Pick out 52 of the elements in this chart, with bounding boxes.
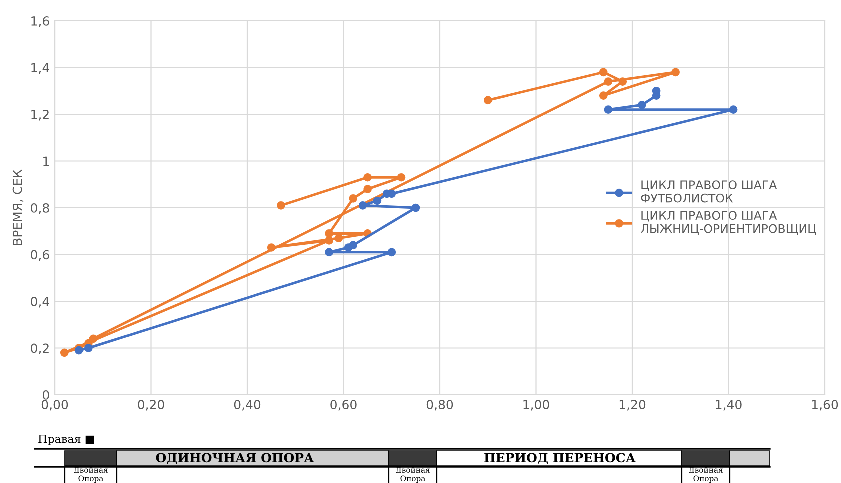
point — [325, 236, 334, 245]
text: ПЕРИОД ПЕРЕНОСА — [484, 453, 636, 464]
point — [325, 230, 334, 238]
point — [277, 201, 286, 210]
point — [397, 173, 406, 182]
legend-label: ЦИКЛ ПРАВОГО ШАГА ФУТБОЛИСТОК — [641, 180, 778, 203]
point — [267, 244, 276, 252]
point — [60, 348, 69, 358]
point — [599, 68, 608, 77]
y-axis-title: ВРЕМЯ, СЕК — [12, 170, 24, 246]
x-tick-label: 1,40 — [716, 400, 742, 411]
point — [618, 78, 628, 86]
point — [373, 196, 382, 206]
point — [349, 241, 358, 250]
point — [599, 92, 608, 100]
point — [325, 248, 334, 257]
point — [89, 334, 98, 344]
y-tick-label: 1,2 — [32, 110, 49, 121]
y-tick-label: 1 — [44, 156, 49, 166]
y-tick-label: 1,4 — [32, 63, 50, 74]
x-tick-label: 1,00 — [524, 400, 550, 411]
point — [672, 68, 680, 77]
x-tick-label: 0,60 — [330, 400, 357, 411]
point — [729, 106, 738, 114]
point — [334, 234, 344, 243]
point — [84, 344, 93, 352]
point — [364, 185, 372, 194]
x-tick-label: 1,20 — [620, 400, 646, 411]
point — [604, 78, 613, 86]
point — [74, 346, 84, 355]
y-tick-label: 0,6 — [31, 250, 50, 261]
point — [638, 100, 646, 110]
y-tick-label: 0 — [43, 390, 50, 400]
x-tick-label: 1,60 — [812, 400, 838, 411]
text: ОДИНОЧНАЯ ОПОРА — [156, 453, 314, 464]
y-tick-label: 0,2 — [31, 344, 49, 354]
text: Правая ■ — [38, 434, 94, 446]
point — [484, 96, 492, 105]
point — [604, 106, 613, 114]
point — [388, 248, 396, 257]
x-tick-label: 0,80 — [426, 400, 454, 411]
x-tick-label: 0,40 — [234, 400, 261, 411]
x-tick-label: 0,20 — [138, 400, 164, 411]
point — [412, 204, 420, 212]
point — [349, 194, 358, 203]
legend-label: ЦИКЛ ПРАВОГО ШАГА ЛЫЖНИЦ-ОРИЕНТИРОВЩИЦ — [641, 211, 816, 235]
y-tick-label: 0,8 — [31, 203, 50, 214]
point — [358, 201, 368, 210]
x-tick-label: 0,00 — [42, 400, 68, 411]
y-tick-label: 1,6 — [32, 16, 50, 28]
point — [364, 173, 372, 182]
y-tick-label: 0,4 — [31, 296, 50, 308]
